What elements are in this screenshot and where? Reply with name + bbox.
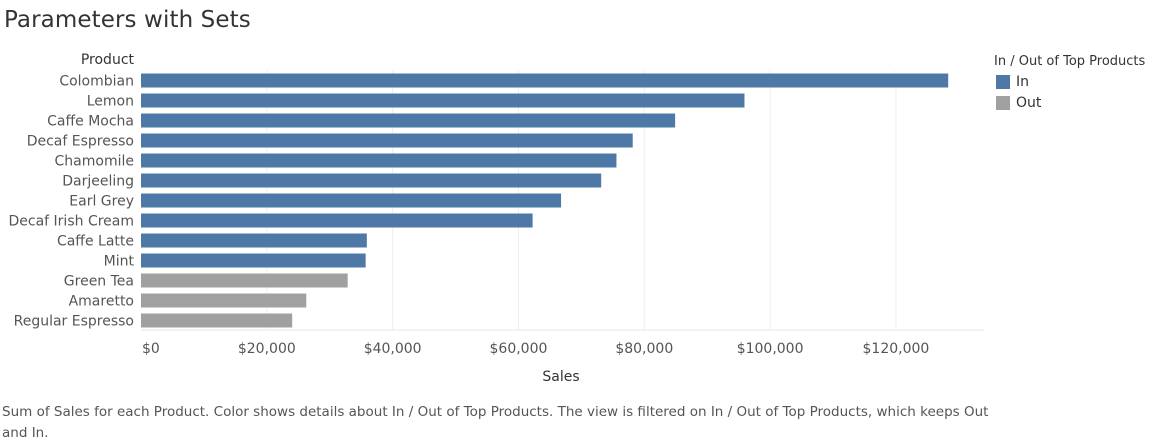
x-tick-label: $100,000 [737,341,804,357]
category-label: Regular Espresso [14,314,134,330]
x-tick-label: $60,000 [490,341,548,357]
legend-swatch-out [996,96,1010,110]
bar [141,73,949,88]
category-label: Decaf Espresso [27,134,134,150]
category-labels: Colombian Lemon Caffe Mocha Decaf Espresso C… [9,74,135,330]
category-label: Decaf Irish Cream [9,214,135,230]
x-tick-label: $80,000 [615,341,673,357]
bars [141,73,949,328]
legend-swatch-in [996,75,1010,89]
x-tick-label: $20,000 [238,341,296,357]
bar [141,313,293,328]
x-axis-ticks: $0 $20,000 $40,000 $60,000 $80,000 $100,000 $1… [142,341,929,357]
chart-title: Parameters with Sets [4,7,251,33]
bar [141,213,533,228]
legend-label-in: In [1016,74,1030,90]
category-label: Amaretto [69,294,134,310]
row-header: Product [81,52,135,68]
bar [141,93,745,108]
legend: In / Out of Top Products In Out [994,54,1145,111]
bar [141,273,348,288]
category-label: Caffe Latte [57,234,134,250]
bar [141,233,367,248]
bar [141,173,602,188]
category-label: Darjeeling [62,174,134,190]
legend-title: In / Out of Top Products [994,54,1146,69]
x-tick-label: $0 [142,341,160,357]
x-axis-label: Sales [542,369,579,385]
bar [141,133,633,148]
bar [141,113,676,128]
bar-chart: Product Colombian Lemon Caffe Mocha Decaf E… [9,52,984,385]
category-label: Caffe Mocha [47,114,134,130]
bar [141,193,562,208]
category-label: Chamomile [55,154,134,170]
legend-label-out: Out [1016,95,1042,111]
chart-caption: Sum of Sales for each Product. Color sho… [2,404,989,441]
bar [141,153,617,168]
category-label: Colombian [59,74,134,90]
category-label: Mint [104,254,135,270]
bar [141,293,307,308]
legend-item-out[interactable]: Out [996,95,1145,111]
category-label: Lemon [87,94,134,110]
x-tick-label: $120,000 [863,341,930,357]
legend-item-in[interactable]: In [996,74,1145,90]
bar [141,253,366,268]
category-label: Earl Grey [69,194,134,210]
category-label: Green Tea [64,274,134,290]
x-tick-label: $40,000 [364,341,422,357]
